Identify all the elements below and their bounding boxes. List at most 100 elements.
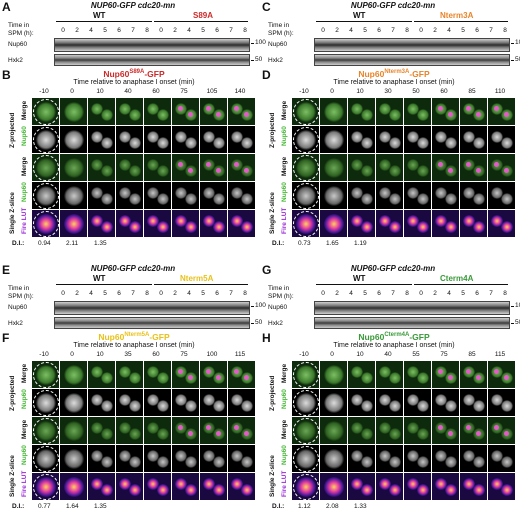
timepoint-label: 60 <box>152 88 160 95</box>
micrograph-cell <box>144 473 172 501</box>
hxk2-blot-strip <box>54 54 250 66</box>
micrograph-cell <box>404 126 432 154</box>
nucleus <box>417 137 429 149</box>
micrograph-cell <box>88 473 116 501</box>
mw-marker-100: 100 <box>251 302 266 309</box>
micrograph-cell <box>320 126 348 154</box>
micrograph-cell <box>200 154 228 182</box>
nucleus <box>129 137 141 149</box>
nucleus <box>119 159 131 171</box>
nucleus <box>231 131 243 143</box>
micrograph-cell <box>116 445 144 473</box>
nucleus <box>147 478 159 490</box>
side-label-nup60: Nup60 <box>281 445 288 465</box>
nucleus <box>417 400 429 412</box>
spore-signal <box>178 425 183 430</box>
micrograph-cell <box>60 417 88 445</box>
cell-outline <box>33 390 59 416</box>
nucleus <box>379 394 391 406</box>
timepoint-label: 100 <box>206 351 218 358</box>
micrograph-cell <box>32 389 60 417</box>
micrograph-cell <box>200 98 228 126</box>
spore-signal <box>494 369 499 374</box>
time-value: 8 <box>405 27 409 34</box>
micrograph-cell <box>88 389 116 417</box>
micrograph-cell <box>292 417 320 445</box>
wt-bracket <box>316 21 412 22</box>
row-label-hxk2: Hxk2 <box>268 320 283 327</box>
strain-name: Nup60 <box>98 332 125 342</box>
cell-outline <box>293 183 319 209</box>
nucleus <box>351 131 363 143</box>
di-label: D.I.: <box>272 503 285 510</box>
panel-label-g: G <box>262 263 272 277</box>
time-value: 0 <box>159 290 163 297</box>
micrograph-cell <box>460 473 488 501</box>
time-value: 5 <box>363 290 367 297</box>
time-value: 5 <box>103 27 107 34</box>
micrograph-cell <box>88 445 116 473</box>
strain-name: Nup60 <box>103 69 130 79</box>
cell-outline <box>33 155 59 181</box>
micrograph-cell <box>460 361 488 389</box>
spore-signal <box>234 425 239 430</box>
nucleus <box>379 215 391 227</box>
nup60-label: Nup60 <box>21 126 28 146</box>
time-value: 2 <box>335 290 339 297</box>
nucleus <box>129 484 141 496</box>
cell-outline <box>293 418 319 444</box>
western-blot-e: NUP60-GFP cdc20-mn WT Nterm5A Time in SPM… <box>8 264 266 330</box>
micrograph-cell <box>320 445 348 473</box>
nucleus <box>91 103 103 115</box>
timepoint-label: 85 <box>468 88 476 95</box>
spore-signal <box>504 112 509 117</box>
nucleus <box>129 221 141 233</box>
nucleus <box>64 365 84 385</box>
di-label: D.I.: <box>272 240 285 247</box>
nucleus <box>129 109 141 121</box>
micrograph-panel-d: Nup60Nterm3A-GFP Time relative to anaphas… <box>268 68 520 263</box>
timepoint-label: 10 <box>96 88 104 95</box>
micrograph-cell <box>144 417 172 445</box>
mw-marker-50: 50 <box>510 319 520 326</box>
timepoint-label: 110 <box>494 88 506 95</box>
micrograph-cell <box>228 417 256 445</box>
time-axis-label: Time relative to anaphase I onset (min) <box>73 342 195 349</box>
mutant-bracket <box>154 284 248 285</box>
nucleus <box>463 131 475 143</box>
nucleus <box>157 221 169 233</box>
di-value: 1.12 <box>298 503 311 510</box>
nucleus <box>185 456 197 468</box>
nup60-label: Nup60 <box>281 445 288 465</box>
micrograph-cell <box>488 98 516 126</box>
side-label-merge: Merge <box>281 100 288 120</box>
time-value: 7 <box>391 27 395 34</box>
nup60-label: Nup60 <box>281 126 288 146</box>
time-value: 0 <box>321 290 325 297</box>
nucleus <box>473 193 485 205</box>
micrograph-cell <box>348 126 376 154</box>
micrograph-cell <box>228 389 256 417</box>
panel-label-c: C <box>262 0 271 14</box>
micrograph-cell <box>488 389 516 417</box>
nucleus <box>185 400 197 412</box>
nucleus <box>361 456 373 468</box>
nucleus <box>379 478 391 490</box>
cell-outline <box>33 418 59 444</box>
time-value: 4 <box>349 27 353 34</box>
nucleus <box>203 215 215 227</box>
timepoint-label: 50 <box>412 88 420 95</box>
nucleus <box>147 215 159 227</box>
nucleus <box>435 131 447 143</box>
spore-signal <box>234 162 239 167</box>
side-label-nup60: Nup60 <box>281 126 288 146</box>
time-value: 4 <box>187 290 191 297</box>
micrograph-cell <box>172 126 200 154</box>
micrograph-cell <box>348 154 376 182</box>
nup60-blot-strip <box>314 38 510 52</box>
side-label-merge: Merge <box>281 156 288 176</box>
nucleus <box>101 137 113 149</box>
micrograph-cell <box>404 98 432 126</box>
micrograph-cell <box>404 417 432 445</box>
micrograph-cell <box>292 473 320 501</box>
